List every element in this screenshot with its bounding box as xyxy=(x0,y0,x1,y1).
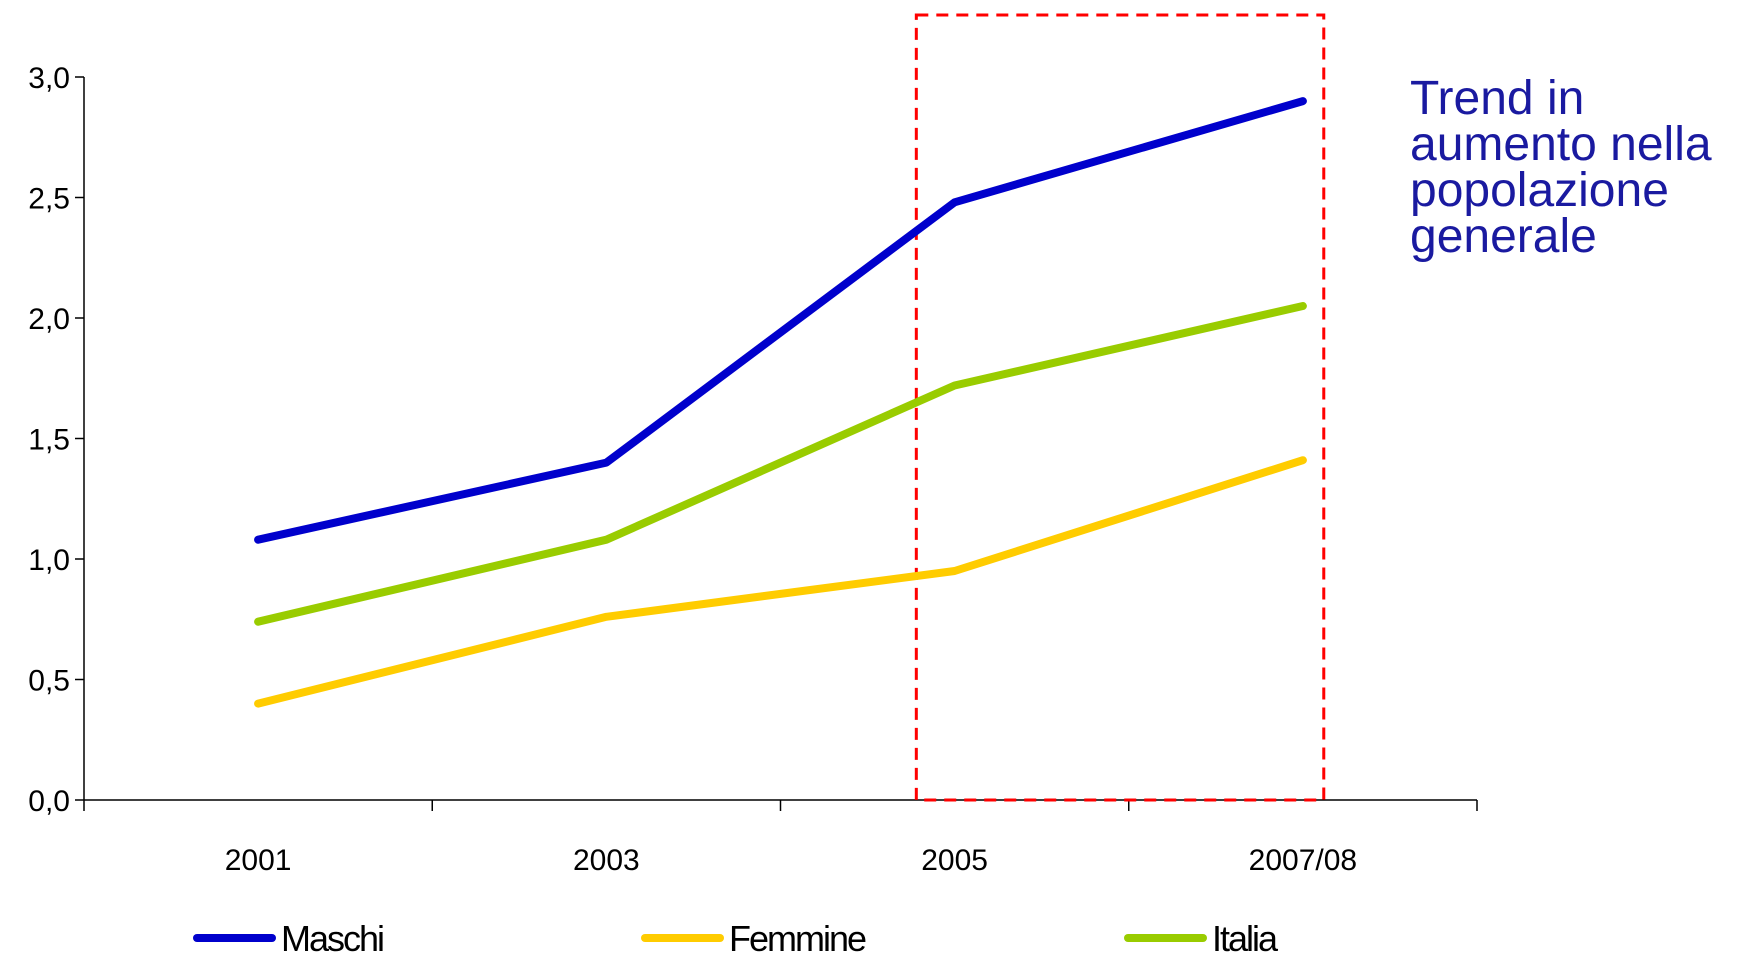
data-point xyxy=(257,702,260,705)
y-tick-label: 0,0 xyxy=(28,785,70,818)
series-line-italia xyxy=(254,302,1307,626)
highlight-box xyxy=(914,13,1326,802)
y-tick-label: 1,0 xyxy=(28,544,70,577)
y-tick-label: 2,5 xyxy=(28,183,70,216)
data-point xyxy=(1301,304,1304,307)
data-point xyxy=(1301,459,1304,462)
data-point xyxy=(953,384,956,387)
legend-label: Femmine xyxy=(729,918,866,959)
data-point xyxy=(257,538,260,541)
y-tick-label: 3,0 xyxy=(28,62,70,95)
annotation-line: generale xyxy=(1410,210,1597,263)
trend-annotation: Trend in aumento nella popolazione gener… xyxy=(1410,72,1740,263)
x-tick-label: 2001 xyxy=(225,844,292,877)
data-point xyxy=(953,570,956,573)
data-point xyxy=(953,201,956,204)
x-tick-label: 2005 xyxy=(921,844,988,877)
legend-label: Italia xyxy=(1212,918,1279,959)
x-tick-label: 2003 xyxy=(573,844,640,877)
series-lines xyxy=(254,97,1307,708)
annotation-line: Trend in xyxy=(1410,72,1585,125)
y-tick-label: 2,0 xyxy=(28,303,70,336)
annotation-line: popolazione xyxy=(1410,164,1669,217)
highlight-region xyxy=(914,13,1326,802)
data-point xyxy=(1301,100,1304,103)
y-tick-label: 1,5 xyxy=(28,424,70,457)
data-point xyxy=(605,538,608,541)
y-tick-label: 0,5 xyxy=(28,665,70,698)
legend: Maschi Femmine Italia xyxy=(193,918,1281,959)
series-line-femmine xyxy=(254,456,1307,708)
legend-label: Maschi xyxy=(281,918,383,959)
series-line-maschi xyxy=(254,97,1307,544)
annotation-line: aumento nella xyxy=(1410,118,1712,171)
data-point xyxy=(605,615,608,618)
x-tick-label: 2007/08 xyxy=(1249,844,1357,877)
data-point xyxy=(257,620,260,623)
data-point xyxy=(605,461,608,464)
axis-ticks: 0,0 0,5 1,0 1,5 2,0 2,5 3,0 2001 2003 2005 2007/08 xyxy=(28,62,1478,877)
